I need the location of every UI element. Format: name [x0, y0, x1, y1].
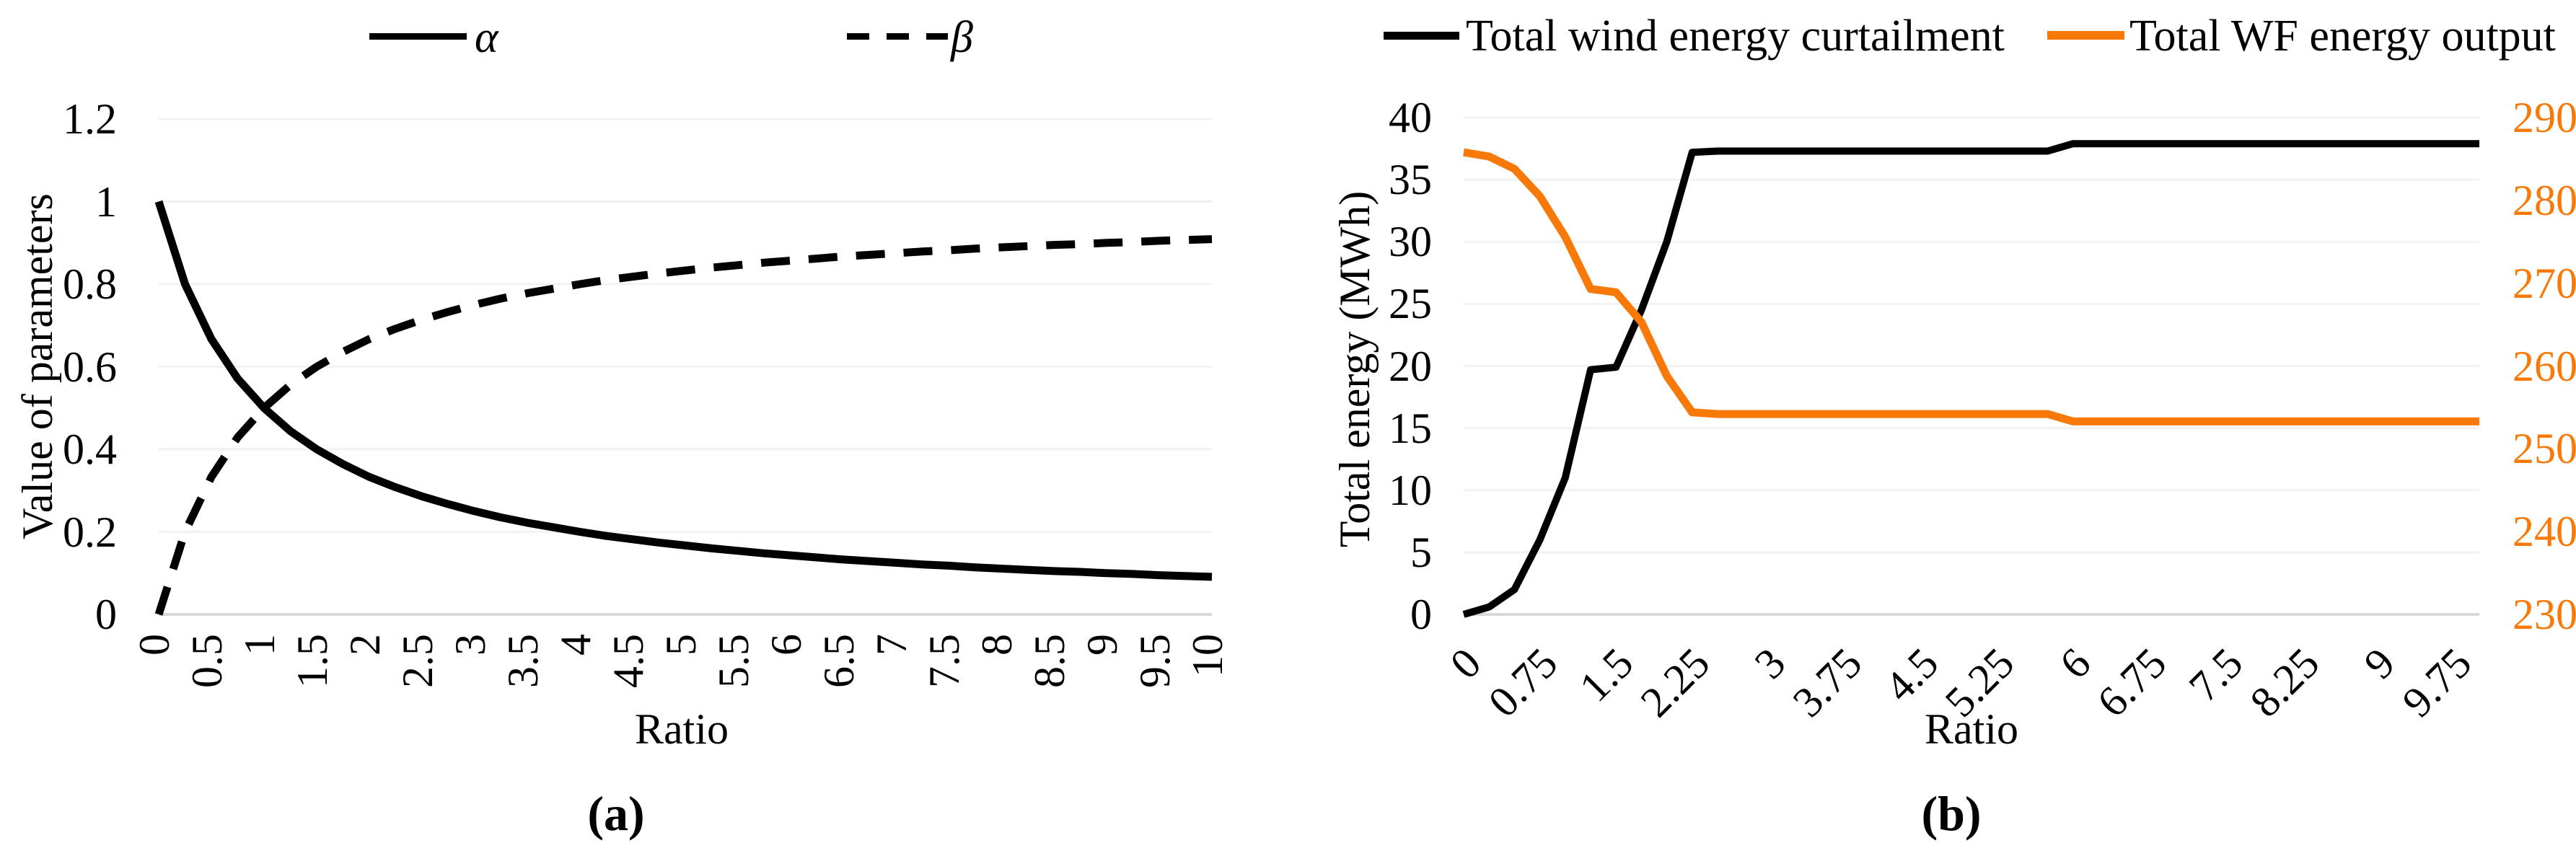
y-tick-label-a: 0 — [95, 591, 117, 638]
caption-a: (a) — [587, 786, 645, 841]
y-tick-label-b-left: 15 — [1389, 404, 1432, 452]
plot-area-a — [154, 118, 1213, 616]
alpha-solid-line-swatch — [369, 33, 467, 40]
x-tick-label-b: 3 — [1746, 638, 1795, 688]
x-tick-label-a: 0.5 — [183, 634, 231, 688]
y-tick-label-a: 0.8 — [63, 260, 117, 308]
beta-dashed-line-swatch — [847, 33, 948, 40]
alpha-curve — [154, 200, 1213, 581]
y-tick-label-b-right: 270 — [2513, 259, 2576, 307]
x-tick-label-b: 4.5 — [1875, 638, 1948, 711]
x-tick-label-a: 0 — [131, 634, 178, 656]
x-tick-label-a: 6.5 — [815, 634, 863, 688]
x-tick-label-a: 1.5 — [289, 634, 336, 688]
x-tick-label-b: 8.25 — [2241, 638, 2329, 726]
curtailment-line-swatch — [1384, 32, 1459, 40]
y-tick-label-b-left: 40 — [1389, 94, 1432, 141]
legend-label-alpha: α — [475, 13, 498, 62]
x-tick-label-a: 3.5 — [499, 634, 547, 688]
y-tick-label-b-right: 260 — [2513, 342, 2576, 390]
x-tick-label-a: 9 — [1078, 634, 1126, 656]
y-tick-label-b-left: 20 — [1389, 342, 1432, 390]
x-tick-label-b: 9 — [2355, 638, 2404, 688]
x-tick-label-a: 2 — [341, 634, 389, 656]
wf-output-curve — [1463, 148, 2479, 425]
x-tick-label-a: 7 — [868, 634, 915, 656]
y-tick-label-a: 0.6 — [63, 343, 117, 391]
y-tick-label-b-right: 240 — [2513, 508, 2576, 556]
x-tick-label-b: 2.25 — [1631, 638, 1719, 726]
x-tick-label-a: 8.5 — [1026, 634, 1073, 688]
x-tick-label-b: 0 — [1441, 638, 1490, 688]
y-tick-label-b-left: 5 — [1410, 528, 1432, 576]
x-tick-label-b: 0.75 — [1479, 638, 1567, 726]
y-tick-label-b-left: 25 — [1389, 280, 1432, 328]
x-tick-label-a: 10 — [1184, 634, 1231, 677]
y-tick-label-b-left: 30 — [1389, 218, 1432, 266]
x-tick-label-a: 9.5 — [1131, 634, 1179, 688]
wf-output-line-swatch — [2047, 31, 2124, 40]
x-tick-label-a: 6 — [762, 634, 810, 656]
y-tick-label-b-right: 250 — [2513, 425, 2576, 473]
x-tick-label-b: 1.5 — [1570, 638, 1643, 711]
beta-curve — [154, 235, 1213, 616]
x-tick-label-a: 3 — [447, 634, 494, 656]
y-tick-label-a: 1.2 — [63, 95, 117, 143]
x-axis-title-a: Ratio — [635, 705, 729, 753]
x-tick-label-a: 2.5 — [394, 634, 441, 688]
x-tick-label-a: 8 — [973, 634, 1021, 656]
x-tick-label-a: 4 — [552, 634, 599, 656]
x-tick-label-b: 3.75 — [1783, 638, 1871, 726]
x-tick-label-b: 7.5 — [2179, 638, 2252, 711]
x-axis-title-b: Ratio — [1925, 705, 2018, 753]
x-tick-label-a: 7.5 — [920, 634, 968, 688]
y-tick-label-b-right: 230 — [2513, 591, 2576, 638]
curtailment-curve — [1462, 140, 2479, 618]
y-tick-label-a: 0.2 — [63, 508, 117, 556]
plot-area-b — [1462, 116, 2479, 618]
x-tick-label-a: 1 — [236, 634, 283, 656]
y-tick-label-a: 0.4 — [63, 425, 117, 473]
legend-label-beta: β — [951, 13, 973, 62]
y-tick-label-b-left: 10 — [1389, 466, 1432, 514]
x-tick-label-a: 5 — [657, 634, 705, 656]
x-tick-label-b: 6.75 — [2088, 638, 2176, 726]
caption-b: (b) — [1921, 786, 1982, 841]
y-tick-label-b-left: 35 — [1389, 156, 1432, 204]
legend-label-curtailment: Total wind energy curtailment — [1466, 12, 2005, 61]
y-tick-label-b-right: 290 — [2513, 94, 2576, 141]
x-tick-label-b: 9.75 — [2393, 638, 2481, 726]
y-tick-label-b-left: 0 — [1410, 591, 1432, 638]
legend-label-wf-output: Total WF energy output — [2129, 12, 2556, 61]
x-tick-label-a: 5.5 — [710, 634, 757, 688]
y-tick-label-a: 1 — [95, 177, 117, 226]
x-tick-label-a: 4.5 — [605, 634, 652, 688]
x-tick-label-b: 6 — [2050, 638, 2100, 688]
y-tick-label-b-right: 280 — [2513, 176, 2576, 224]
